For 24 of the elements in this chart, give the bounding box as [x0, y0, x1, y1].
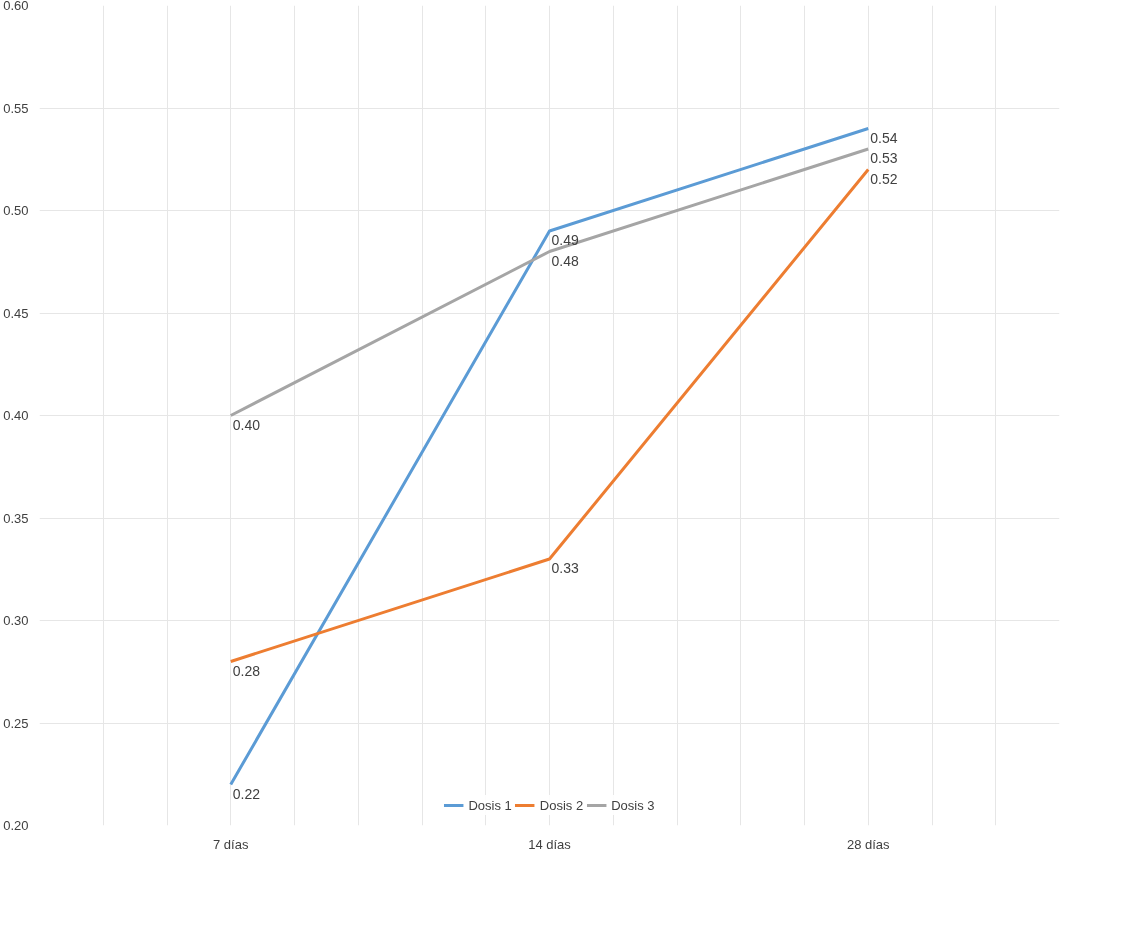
data-label: 0.48: [551, 252, 579, 269]
y-tick-label: 0.45: [3, 305, 29, 321]
data-label: 0.22: [232, 785, 261, 802]
data-label: 0.54: [870, 129, 898, 146]
y-tick-label: 0.40: [3, 408, 29, 423]
x-tick-label: 14 días: [528, 836, 572, 852]
data-label: 0.49: [551, 232, 579, 248]
y-tick-label: 0.55: [3, 100, 29, 116]
y-tick-label: 0.60: [3, 0, 29, 13]
data-label: 0.53: [870, 150, 898, 166]
y-tick-label: 0.30: [3, 613, 29, 628]
legend-label: Dosis 2: [539, 797, 584, 813]
y-tick-label: 0.25: [3, 715, 29, 731]
data-label: 0.33: [551, 560, 579, 576]
x-tick-label: 7 días: [213, 836, 249, 852]
y-tick-label: 0.50: [3, 203, 29, 218]
data-label: 0.28: [232, 662, 261, 679]
legend-label: Dosis 1: [468, 797, 512, 813]
y-tick-label: 0.20: [3, 818, 29, 833]
legend-label: Dosis 3: [611, 797, 655, 813]
x-tick-label: 28 días: [846, 836, 891, 852]
data-label: 0.40: [232, 416, 261, 433]
data-label: 0.52: [870, 170, 898, 187]
y-tick-label: 0.35: [3, 510, 29, 526]
